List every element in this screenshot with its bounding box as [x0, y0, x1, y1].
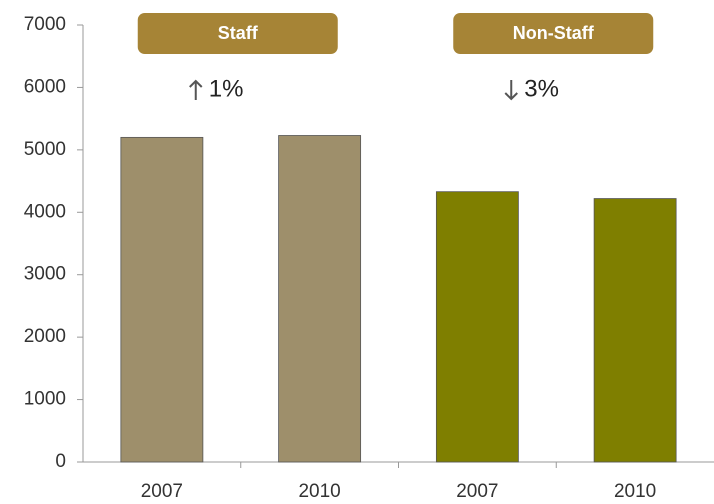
x-tick-label: 2010 [298, 481, 340, 502]
change-arrow [504, 80, 518, 101]
bar [435, 191, 519, 463]
badge [453, 13, 654, 54]
change-arrow [189, 79, 203, 100]
y-tick-label: 2000 [24, 326, 66, 347]
badge [137, 13, 338, 54]
y-tick-label: 4000 [24, 201, 66, 222]
change-label: 1% [209, 75, 244, 102]
y-tick-label: 3000 [24, 264, 66, 285]
x-tick-label: 2007 [456, 481, 498, 502]
change-label: 3% [524, 75, 559, 102]
y-tick-label: 0 [55, 451, 66, 472]
y-tick-label: 5000 [24, 139, 66, 160]
bar [120, 136, 204, 463]
badge-label: Staff [218, 23, 259, 43]
x-tick-label: 2007 [141, 481, 183, 502]
y-tick-label: 6000 [24, 76, 66, 97]
bar [278, 135, 362, 463]
x-tick-label: 2010 [614, 481, 656, 502]
bar [593, 198, 677, 463]
badge-label: Non-Staff [513, 23, 595, 43]
y-tick-label: 7000 [24, 14, 66, 35]
y-tick-label: 1000 [24, 389, 66, 410]
